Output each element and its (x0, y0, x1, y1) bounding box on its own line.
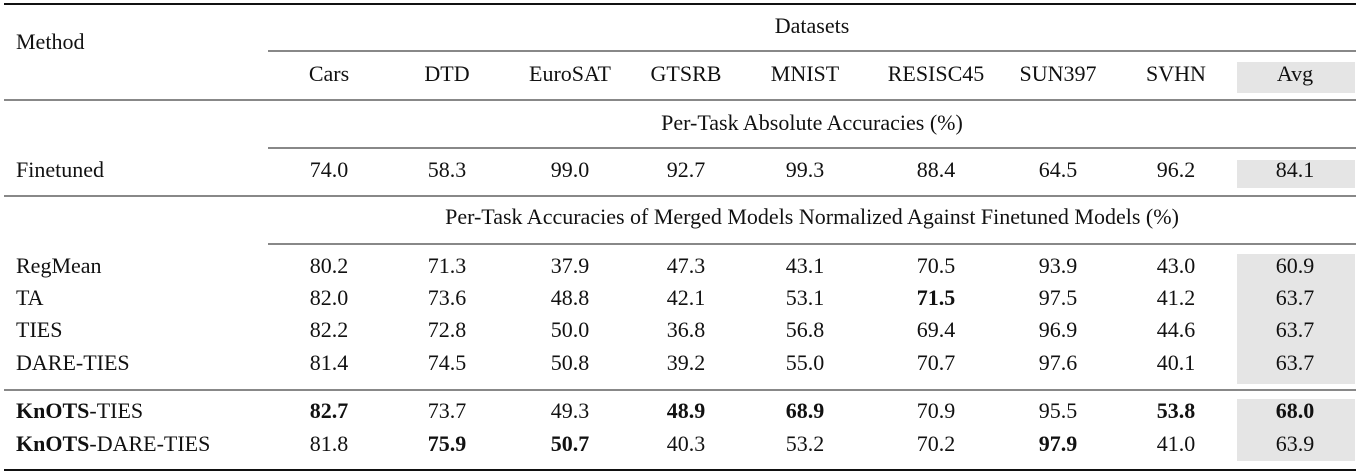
column-header: DTD (424, 61, 469, 86)
cell: 82.7 (310, 398, 349, 423)
cell: 43.0 (1157, 253, 1196, 278)
cell: 74.0 (310, 157, 349, 182)
method-name: Finetuned (16, 157, 104, 182)
cell: 53.1 (786, 285, 825, 310)
cell: 81.8 (310, 431, 349, 456)
cell: 70.7 (917, 350, 956, 375)
cell: 69.4 (917, 317, 956, 342)
cell: 72.8 (428, 317, 467, 342)
cell: 42.1 (667, 285, 706, 310)
cell: 75.9 (428, 431, 467, 456)
method-name: RegMean (16, 253, 102, 278)
method-name: DARE-TIES (16, 350, 130, 375)
column-header: GTSRB (651, 61, 722, 86)
cell: 71.5 (917, 285, 956, 310)
cell: 43.1 (786, 253, 825, 278)
cell: 48.8 (551, 285, 590, 310)
column-header: Cars (309, 61, 349, 86)
method-name: TA (16, 285, 44, 310)
cell: 73.6 (428, 285, 467, 310)
column-header: SVHN (1146, 61, 1206, 86)
cell: 40.1 (1157, 350, 1196, 375)
avg-cell: 63.9 (1276, 431, 1315, 456)
cell: 37.9 (551, 253, 590, 278)
cell: 82.2 (310, 317, 349, 342)
cell: 68.9 (786, 398, 825, 423)
column-header: EuroSAT (529, 61, 611, 86)
avg-highlight (1237, 160, 1355, 188)
cell: 53.8 (1157, 398, 1196, 423)
cell: 50.7 (551, 431, 590, 456)
column-header: SUN397 (1019, 61, 1096, 86)
cell: 97.9 (1039, 431, 1078, 456)
column-header: MNIST (771, 61, 840, 86)
avg-cell: 68.0 (1276, 398, 1315, 423)
avg-cell: 63.7 (1276, 350, 1315, 375)
column-header: Avg (1277, 61, 1313, 86)
cell: 70.5 (917, 253, 956, 278)
cell: 92.7 (667, 157, 706, 182)
cell: 96.2 (1157, 157, 1196, 182)
section-title: Per-Task Absolute Accuracies (%) (661, 110, 963, 135)
method-name: KnOTS-DARE-TIES (16, 431, 210, 456)
cell: 64.5 (1039, 157, 1078, 182)
cell: 73.7 (428, 398, 467, 423)
cell: 53.2 (786, 431, 825, 456)
cell: 88.4 (917, 157, 956, 182)
cell: 80.2 (310, 253, 349, 278)
cell: 39.2 (667, 350, 706, 375)
cell: 74.5 (428, 350, 467, 375)
avg-cell: 84.1 (1276, 157, 1315, 182)
cell: 41.0 (1157, 431, 1196, 456)
cell: 58.3 (428, 157, 467, 182)
group-header: Datasets (775, 13, 850, 38)
cell: 81.4 (310, 350, 349, 375)
cell: 44.6 (1157, 317, 1196, 342)
cell: 49.3 (551, 398, 590, 423)
cell: 97.6 (1039, 350, 1078, 375)
avg-cell: 63.7 (1276, 285, 1315, 310)
cell: 41.2 (1157, 285, 1196, 310)
column-header: RESISC45 (888, 61, 985, 86)
section-title: Per-Task Accuracies of Merged Models Nor… (445, 204, 1179, 229)
cell: 93.9 (1039, 253, 1078, 278)
cell: 70.2 (917, 431, 956, 456)
cell: 82.0 (310, 285, 349, 310)
avg-cell: 60.9 (1276, 253, 1315, 278)
cell: 99.0 (551, 157, 590, 182)
cell: 50.0 (551, 317, 590, 342)
cell: 36.8 (667, 317, 706, 342)
cell: 40.3 (667, 431, 706, 456)
method-header: Method (16, 29, 84, 54)
cell: 56.8 (786, 317, 825, 342)
cell: 97.5 (1039, 285, 1078, 310)
cell: 47.3 (667, 253, 706, 278)
cell: 55.0 (786, 350, 825, 375)
method-name: TIES (16, 317, 62, 342)
cell: 96.9 (1039, 317, 1078, 342)
cell: 95.5 (1039, 398, 1078, 423)
avg-cell: 63.7 (1276, 317, 1315, 342)
avg-highlight (1237, 254, 1355, 384)
avg-highlight (1237, 62, 1355, 93)
method-name: KnOTS-TIES (16, 398, 143, 423)
cell: 50.8 (551, 350, 590, 375)
cell: 48.9 (667, 398, 706, 423)
cell: 71.3 (428, 253, 467, 278)
avg-highlight (1237, 399, 1355, 461)
cell: 99.3 (786, 157, 825, 182)
cell: 70.9 (917, 398, 956, 423)
